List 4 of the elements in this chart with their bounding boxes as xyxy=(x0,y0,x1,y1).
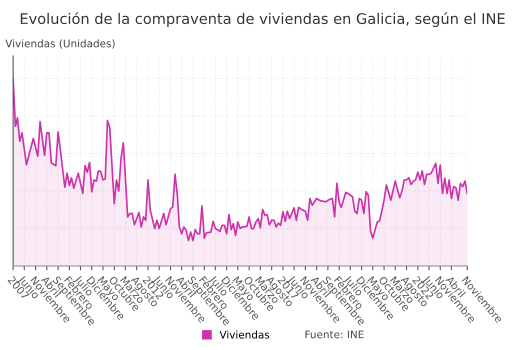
chart-title: Evolución de la compraventa de viviendas en Galicia, según el INE xyxy=(20,12,505,27)
legend-label: Viviendas xyxy=(220,330,270,339)
source-note: Fuente: INE xyxy=(306,330,364,338)
y-axis-title: Viviendas (Unidades) xyxy=(5,39,115,49)
